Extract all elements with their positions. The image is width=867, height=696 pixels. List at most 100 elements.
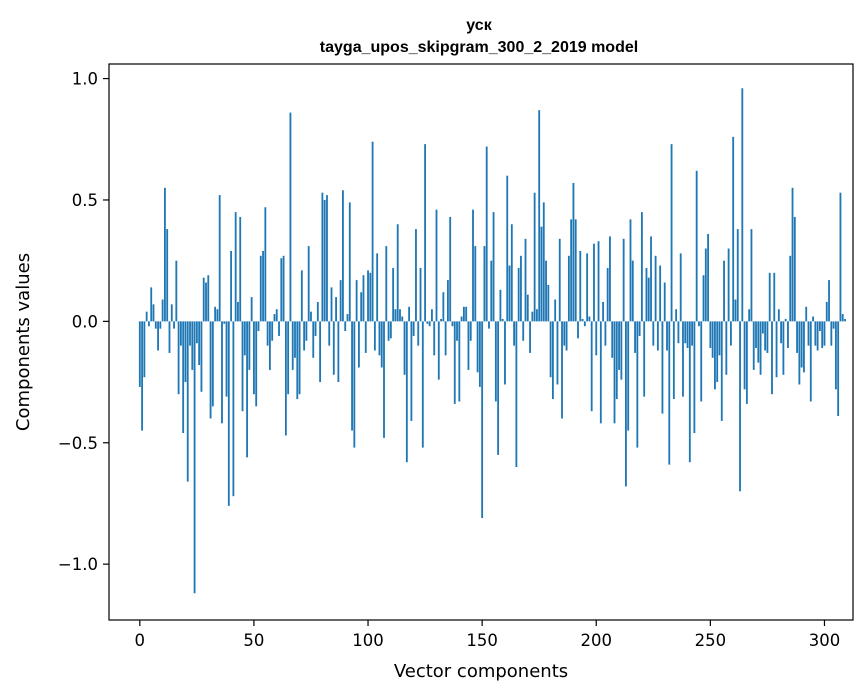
- bar-247: [702, 275, 705, 322]
- bar-55: [264, 207, 267, 322]
- bar-253: [716, 321, 719, 383]
- bar-196: [586, 253, 589, 322]
- bar-183: [556, 321, 559, 385]
- bar-130: [435, 209, 438, 322]
- bar-136: [449, 216, 452, 322]
- bar-191: [574, 219, 577, 322]
- bar-30: [207, 275, 210, 322]
- bar-152: [485, 146, 488, 322]
- bar-244: [695, 170, 698, 322]
- chart-subtitle: tayga_upos_skipgram_300_2_2019 model: [320, 39, 638, 56]
- bar-57: [268, 321, 271, 370]
- bar-199: [593, 243, 595, 322]
- bar-223: [647, 277, 650, 322]
- bar-48: [248, 321, 251, 370]
- bar-79: [319, 321, 322, 383]
- bar-166: [517, 267, 520, 322]
- bar-163: [510, 224, 513, 322]
- bar-111: [392, 267, 395, 322]
- bar-173: [533, 192, 536, 322]
- bar-28: [202, 277, 205, 322]
- bar-118: [408, 306, 411, 322]
- bar-116: [403, 321, 406, 375]
- bar-104: [376, 253, 379, 322]
- bar-282: [782, 321, 785, 375]
- bar-107: [383, 321, 385, 438]
- bar-305: [834, 321, 837, 390]
- bar-16: [175, 260, 178, 322]
- y-tick-label: 1.0: [72, 70, 98, 89]
- bar-302: [828, 280, 830, 322]
- bar-78: [316, 301, 319, 322]
- bar-265: [743, 321, 746, 390]
- bar-54: [262, 250, 264, 322]
- bar-213: [625, 321, 627, 487]
- bar-29: [205, 282, 207, 322]
- bar-127: [428, 321, 431, 327]
- bar-216: [631, 260, 634, 322]
- bar-270: [755, 321, 757, 349]
- bar-299: [821, 321, 824, 349]
- bar-158: [499, 289, 502, 322]
- y-tick-label: 0.5: [72, 191, 98, 210]
- bar-170: [526, 294, 529, 322]
- bar-148: [476, 321, 479, 373]
- bar-289: [798, 321, 801, 385]
- bar-61: [278, 321, 280, 336]
- bar-69: [296, 321, 299, 400]
- bar-221: [643, 321, 646, 397]
- bar-65: [287, 321, 290, 395]
- bar-225: [652, 321, 655, 346]
- bar-156: [494, 321, 497, 402]
- y-tick-label: −0.5: [58, 434, 98, 453]
- bar-146: [472, 209, 474, 322]
- bar-228: [659, 265, 662, 322]
- bar-34: [216, 309, 219, 322]
- bar-43: [237, 301, 239, 322]
- bar-248: [704, 248, 707, 322]
- bar-268: [750, 229, 753, 322]
- bar-153: [488, 321, 490, 329]
- bar-267: [748, 309, 751, 322]
- bar-161: [506, 175, 509, 322]
- chart-title: уск: [466, 17, 492, 34]
- bar-23: [191, 321, 194, 370]
- bar-220: [640, 212, 643, 322]
- bar-124: [421, 321, 424, 448]
- bar-60: [275, 309, 278, 322]
- bar-145: [469, 321, 472, 341]
- bar-151: [483, 246, 486, 322]
- bar-32: [211, 321, 214, 407]
- bar-164: [513, 321, 516, 346]
- y-axis-ticks: −1.0 −0.5 0.0 0.5 1.0: [58, 70, 109, 574]
- bar-233: [670, 144, 673, 322]
- bar-77: [314, 321, 317, 336]
- bar-120: [412, 321, 415, 336]
- bar-5: [150, 287, 153, 322]
- x-tick-label: 300: [809, 631, 841, 650]
- bar-50: [253, 321, 255, 395]
- bar-80: [321, 192, 324, 322]
- bar-219: [638, 321, 641, 336]
- bar-308: [841, 314, 844, 322]
- bar-99: [364, 321, 367, 353]
- y-axis-label: Components values: [13, 253, 34, 431]
- bar-44: [239, 216, 242, 322]
- bar-64: [284, 321, 287, 436]
- bar-181: [551, 321, 554, 400]
- bar-273: [761, 321, 764, 334]
- x-tick-label: 50: [243, 631, 264, 650]
- bar-75: [310, 311, 312, 322]
- bar-209: [615, 321, 618, 400]
- bar-53: [259, 255, 262, 322]
- bar-215: [629, 219, 632, 322]
- bar-255: [720, 321, 723, 421]
- bar-231: [666, 321, 668, 351]
- bar-241: [688, 321, 691, 463]
- bar-288: [796, 321, 798, 353]
- bar-154: [490, 260, 493, 322]
- y-tick-label: −1.0: [58, 555, 98, 574]
- bar-125: [424, 144, 426, 322]
- bar-113: [396, 224, 399, 322]
